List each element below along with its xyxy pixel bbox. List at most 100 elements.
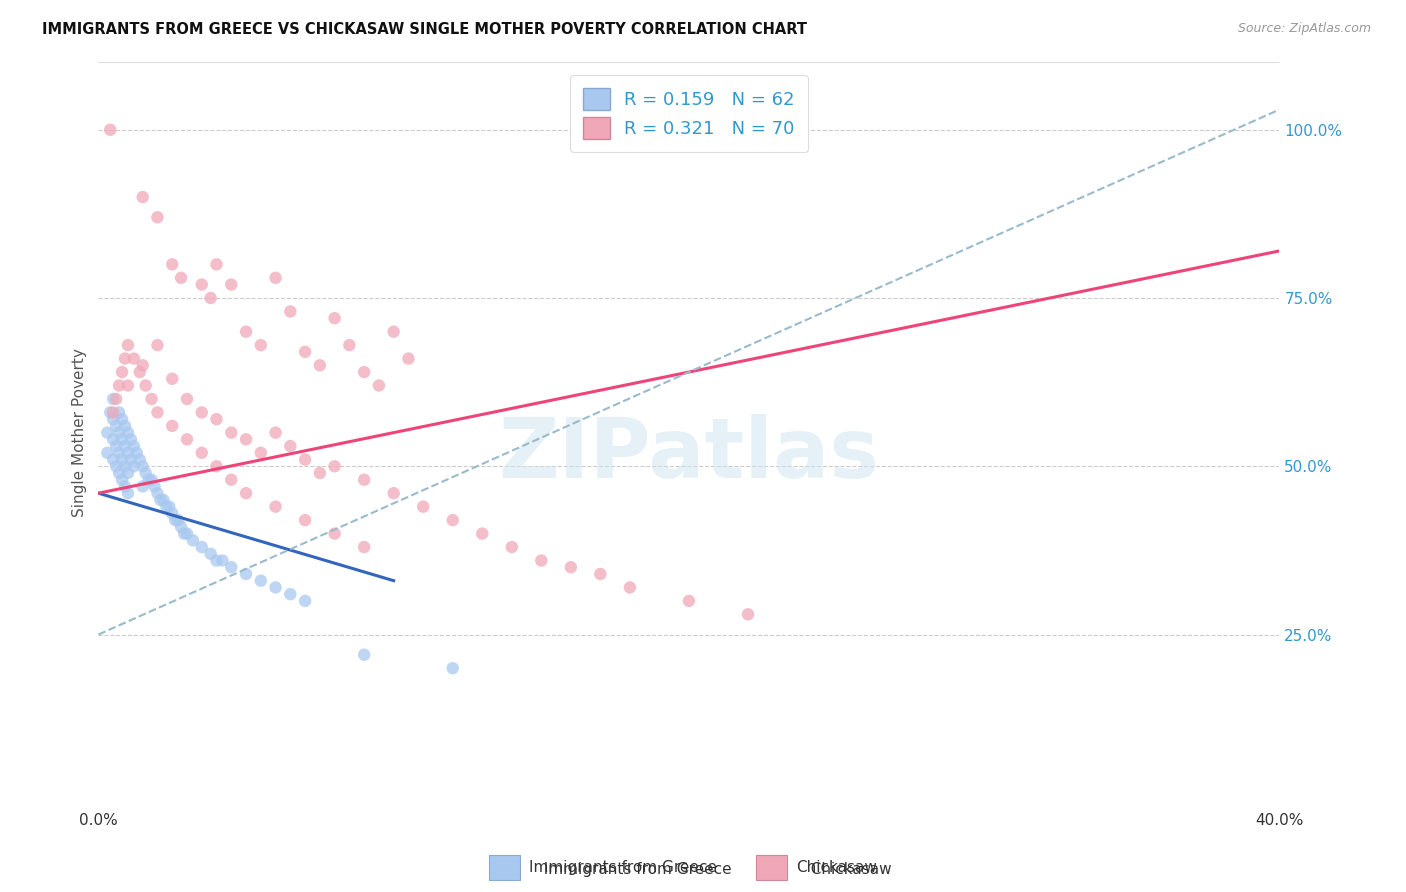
- Point: [162, 418, 183, 433]
- Point: [98, 122, 121, 136]
- Point: [382, 325, 405, 339]
- Point: [108, 446, 131, 460]
- Point: [96, 446, 118, 460]
- Point: [96, 425, 118, 440]
- Point: [103, 405, 125, 419]
- Point: [125, 446, 148, 460]
- Point: [138, 473, 160, 487]
- Point: [176, 433, 198, 447]
- Point: [162, 372, 183, 386]
- Point: [111, 365, 134, 379]
- Point: [205, 412, 228, 426]
- Point: [111, 473, 134, 487]
- Point: [353, 648, 375, 662]
- Point: [170, 270, 193, 285]
- Point: [250, 338, 273, 352]
- Point: [264, 425, 287, 440]
- Point: [122, 351, 145, 366]
- Point: [278, 439, 302, 453]
- Point: [122, 439, 145, 453]
- Point: [108, 466, 131, 480]
- Point: [152, 492, 174, 507]
- Point: [103, 433, 125, 447]
- Point: [264, 270, 287, 285]
- Point: [396, 351, 419, 366]
- Text: ZIPatlas: ZIPatlas: [499, 414, 879, 495]
- Point: [103, 452, 125, 467]
- Point: [141, 473, 163, 487]
- Point: [471, 526, 494, 541]
- Point: [205, 459, 228, 474]
- Point: [200, 547, 222, 561]
- Point: [368, 378, 391, 392]
- Point: [128, 365, 150, 379]
- Text: Immigrants from Greece: Immigrants from Greece: [529, 860, 717, 875]
- Point: [221, 560, 243, 574]
- Text: Immigrants from Greece: Immigrants from Greece: [534, 863, 733, 877]
- Point: [146, 211, 169, 225]
- Point: [117, 338, 139, 352]
- Point: [191, 446, 214, 460]
- Legend: R = 0.159   N = 62, R = 0.321   N = 70: R = 0.159 N = 62, R = 0.321 N = 70: [571, 75, 807, 152]
- Point: [114, 418, 136, 433]
- Text: IMMIGRANTS FROM GREECE VS CHICKASAW SINGLE MOTHER POVERTY CORRELATION CHART: IMMIGRANTS FROM GREECE VS CHICKASAW SING…: [42, 22, 807, 37]
- Point: [114, 439, 136, 453]
- Point: [353, 365, 375, 379]
- Point: [141, 392, 163, 406]
- Point: [108, 425, 131, 440]
- Point: [114, 351, 136, 366]
- Point: [205, 553, 228, 567]
- Point: [619, 581, 641, 595]
- Point: [294, 594, 316, 608]
- Point: [191, 540, 214, 554]
- Point: [294, 513, 316, 527]
- Point: [250, 446, 273, 460]
- Point: [309, 466, 332, 480]
- Point: [235, 566, 257, 581]
- Point: [165, 513, 187, 527]
- Point: [111, 433, 134, 447]
- Point: [309, 359, 332, 373]
- Point: [353, 473, 375, 487]
- Y-axis label: Single Mother Poverty: Single Mother Poverty: [72, 348, 87, 517]
- Point: [353, 540, 375, 554]
- Point: [264, 500, 287, 514]
- Text: Source: ZipAtlas.com: Source: ZipAtlas.com: [1237, 22, 1371, 36]
- Point: [278, 304, 302, 318]
- Point: [176, 526, 198, 541]
- Point: [117, 446, 139, 460]
- Point: [294, 344, 316, 359]
- Bar: [756, 855, 787, 880]
- Point: [146, 338, 169, 352]
- Point: [114, 479, 136, 493]
- Point: [191, 405, 214, 419]
- Point: [117, 466, 139, 480]
- Point: [146, 405, 169, 419]
- Point: [155, 500, 177, 514]
- Point: [132, 190, 155, 204]
- Point: [157, 500, 180, 514]
- Point: [108, 378, 131, 392]
- Point: [105, 459, 128, 474]
- Point: [143, 479, 166, 493]
- Point: [176, 392, 198, 406]
- Point: [678, 594, 700, 608]
- Point: [173, 526, 195, 541]
- Point: [114, 459, 136, 474]
- Point: [530, 553, 553, 567]
- Point: [323, 459, 346, 474]
- Bar: [489, 855, 520, 880]
- Point: [589, 566, 612, 581]
- Point: [122, 459, 145, 474]
- Point: [235, 486, 257, 500]
- Point: [111, 452, 134, 467]
- Text: Chickasaw: Chickasaw: [801, 863, 891, 877]
- Point: [221, 277, 243, 292]
- Point: [235, 433, 257, 447]
- Point: [560, 560, 582, 574]
- Point: [103, 412, 125, 426]
- Point: [412, 500, 434, 514]
- Point: [278, 587, 302, 601]
- Point: [501, 540, 523, 554]
- Point: [132, 479, 155, 493]
